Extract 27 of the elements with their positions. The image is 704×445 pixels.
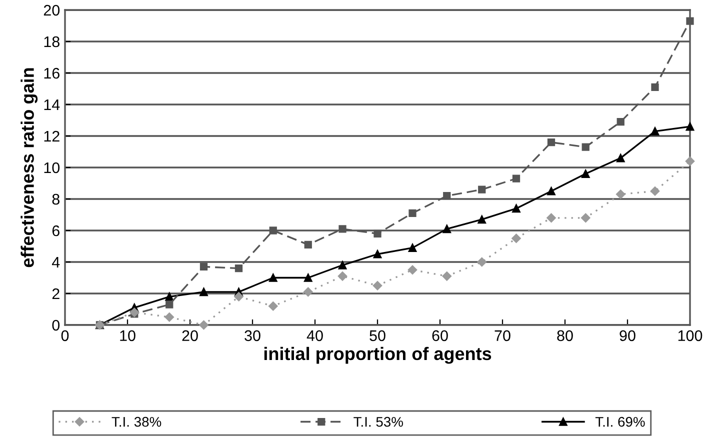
- y-tick-label: 16: [44, 68, 60, 79]
- x-tick-label: 0: [61, 330, 69, 342]
- y-tick-label: 6: [52, 225, 60, 236]
- legend-label: T.I. 38%: [112, 416, 162, 427]
- y-tick-label: 8: [52, 194, 60, 205]
- y-tick-label: 14: [44, 100, 60, 110]
- y-tick-label: 20: [44, 4, 60, 16]
- legend-label: T.I. 53%: [354, 416, 403, 427]
- x-tick-label: 100: [678, 330, 702, 342]
- legend-label: T.I. 69%: [595, 416, 645, 427]
- x-tick-label: 30: [244, 330, 260, 342]
- x-tick-label: 70: [494, 330, 510, 342]
- y-axis-title: effectiveness ratio gain: [20, 68, 38, 268]
- y-tick-label: 10: [44, 162, 60, 174]
- x-tick-label: 10: [120, 330, 136, 342]
- y-tick-label: 18: [44, 36, 60, 48]
- y-tick-label: 12: [44, 130, 60, 142]
- y-tick-label: 2: [52, 288, 60, 300]
- x-axis-title: initial proportion of agents: [264, 346, 492, 364]
- x-tick-label: 20: [182, 330, 198, 342]
- x-tick-label: 80: [557, 330, 573, 342]
- y-tick-label: 4: [52, 257, 60, 268]
- x-tick-label: 40: [306, 330, 323, 342]
- x-tick-label: 90: [620, 330, 636, 342]
- y-tick-label: 0: [52, 320, 60, 331]
- x-tick-label: 50: [370, 330, 386, 342]
- x-tick-label: 60: [432, 330, 448, 342]
